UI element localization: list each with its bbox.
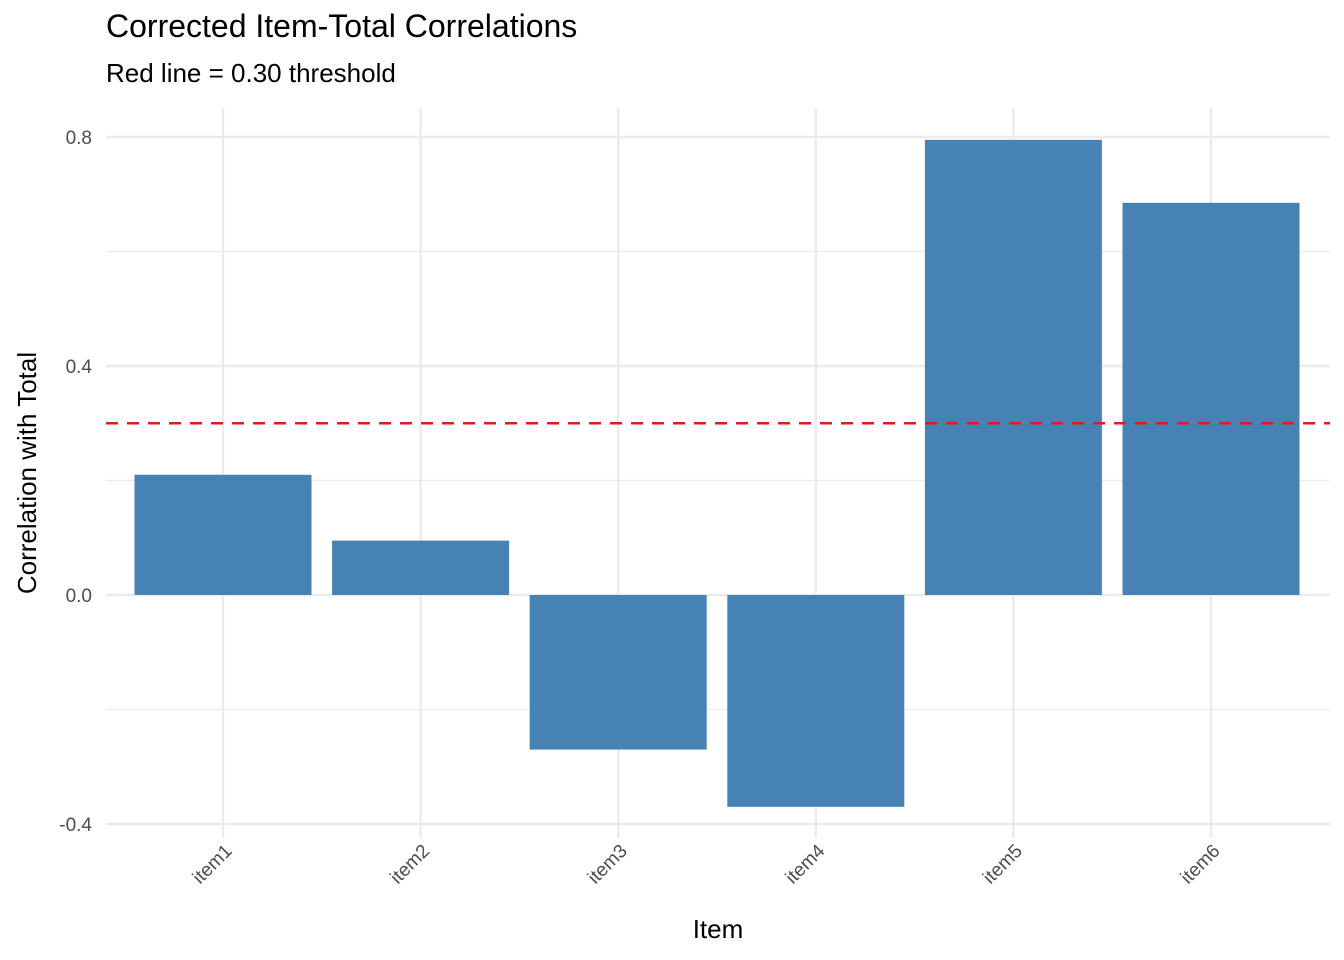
x-tick-label: item3 [584, 841, 632, 889]
y-tick-label: 0.0 [66, 586, 92, 607]
y-tick-label: 0.8 [66, 128, 92, 149]
x-tick-label: item4 [782, 840, 830, 888]
x-axis-title: Item [693, 914, 744, 944]
bar-item5 [924, 139, 1102, 596]
y-tick-label: -0.4 [59, 815, 92, 836]
x-tick-label: item5 [979, 841, 1027, 889]
x-tick-label: item2 [386, 841, 434, 889]
chart-subtitle: Red line = 0.30 threshold [106, 58, 396, 88]
bar-item2 [332, 540, 510, 595]
y-axis-title: Correlation with Total [12, 352, 42, 594]
x-tick-label: item1 [189, 841, 237, 889]
chart-title: Corrected Item-Total Correlations [106, 8, 578, 44]
bar-item1 [134, 474, 312, 595]
bar-item4 [727, 595, 905, 807]
y-tick-label: 0.4 [66, 357, 93, 378]
bar-item3 [529, 595, 707, 750]
y-tick-labels: -0.4 0.0 0.4 0.8 [59, 128, 92, 836]
bars [134, 139, 1300, 807]
x-tick-labels: item1 item2 item3 item4 item5 item6 [189, 840, 1225, 888]
bar-item6 [1122, 202, 1300, 595]
x-tick-label: item6 [1177, 841, 1225, 889]
